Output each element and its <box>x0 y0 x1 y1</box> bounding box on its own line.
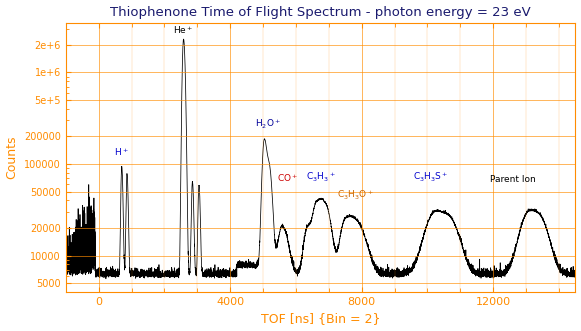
Text: C$_3$H$_3$S$^+$: C$_3$H$_3$S$^+$ <box>413 171 449 184</box>
Text: C$_3$H$_3$$^+$: C$_3$H$_3$$^+$ <box>306 171 335 184</box>
Text: CO$^+$: CO$^+$ <box>277 172 299 184</box>
Title: Thiophenone Time of Flight Spectrum - photon energy = 23 eV: Thiophenone Time of Flight Spectrum - ph… <box>110 6 531 19</box>
X-axis label: TOF [ns] {Bin = 2}: TOF [ns] {Bin = 2} <box>261 312 381 325</box>
Text: Parent Ion: Parent Ion <box>490 175 536 184</box>
Y-axis label: Counts: Counts <box>6 135 19 179</box>
Text: H$^+$: H$^+$ <box>114 147 129 159</box>
Text: C$_3$H$_3$O$^+$: C$_3$H$_3$O$^+$ <box>337 189 374 203</box>
Text: He$^+$: He$^+$ <box>174 24 193 36</box>
Text: H$_2$O$^+$: H$_2$O$^+$ <box>255 118 281 131</box>
